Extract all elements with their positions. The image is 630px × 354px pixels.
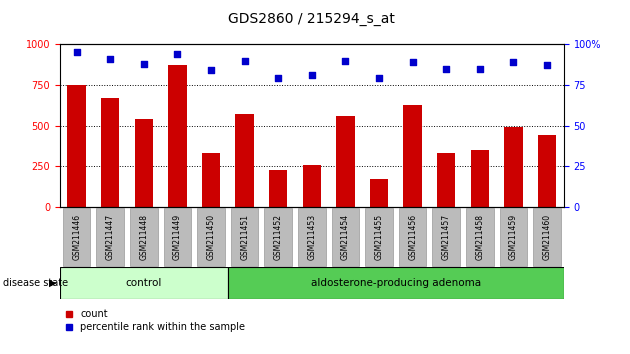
Bar (538, 136, 556, 207)
FancyBboxPatch shape (130, 208, 158, 266)
FancyBboxPatch shape (365, 208, 393, 266)
FancyBboxPatch shape (466, 208, 494, 266)
FancyBboxPatch shape (164, 208, 192, 266)
Point (475, 66, 485, 72)
Text: GSM211454: GSM211454 (341, 214, 350, 260)
FancyBboxPatch shape (60, 267, 228, 299)
FancyBboxPatch shape (432, 208, 460, 266)
FancyBboxPatch shape (331, 208, 359, 266)
Bar (504, 127, 523, 207)
Text: ▶: ▶ (49, 278, 57, 288)
Text: GSM211449: GSM211449 (173, 214, 182, 260)
Bar (101, 98, 120, 207)
Bar (168, 65, 186, 207)
Text: GSM211452: GSM211452 (274, 214, 283, 260)
Bar (236, 114, 254, 207)
FancyBboxPatch shape (96, 208, 124, 266)
Text: GSM211450: GSM211450 (207, 214, 215, 260)
Point (72, 50, 82, 55)
Text: GSM211460: GSM211460 (542, 214, 551, 260)
Bar (135, 119, 153, 207)
FancyBboxPatch shape (298, 208, 326, 266)
FancyBboxPatch shape (63, 208, 91, 266)
Legend: count, percentile rank within the sample: count, percentile rank within the sample (65, 309, 245, 332)
Text: GSM211458: GSM211458 (476, 214, 484, 260)
FancyBboxPatch shape (228, 267, 564, 299)
FancyBboxPatch shape (533, 208, 561, 266)
FancyBboxPatch shape (399, 208, 427, 266)
Text: GSM211456: GSM211456 (408, 214, 417, 260)
Point (441, 66, 451, 72)
Bar (269, 170, 287, 207)
Bar (471, 150, 489, 207)
Point (408, 59, 418, 65)
Text: GSM211453: GSM211453 (307, 214, 316, 260)
Point (340, 58, 350, 63)
Point (508, 59, 518, 65)
Text: aldosterone-producing adenoma: aldosterone-producing adenoma (311, 278, 481, 288)
Text: disease state: disease state (3, 278, 68, 288)
Point (105, 56, 115, 62)
FancyBboxPatch shape (231, 208, 258, 266)
FancyBboxPatch shape (265, 208, 292, 266)
Bar (403, 104, 422, 207)
Bar (67, 85, 86, 207)
Bar (202, 153, 220, 207)
Text: GDS2860 / 215294_s_at: GDS2860 / 215294_s_at (229, 12, 395, 27)
Text: GSM211446: GSM211446 (72, 214, 81, 260)
Text: control: control (125, 278, 162, 288)
Bar (437, 153, 455, 207)
Text: GSM211448: GSM211448 (139, 214, 148, 260)
Bar (370, 179, 388, 207)
Point (206, 68, 216, 73)
Text: GSM211459: GSM211459 (509, 214, 518, 260)
FancyBboxPatch shape (500, 208, 527, 266)
Point (273, 76, 284, 81)
Point (542, 63, 552, 68)
Text: GSM211455: GSM211455 (375, 214, 384, 260)
Bar (336, 116, 355, 207)
Text: GSM211457: GSM211457 (442, 214, 450, 260)
Point (307, 72, 317, 78)
FancyBboxPatch shape (197, 208, 225, 266)
Bar (302, 165, 321, 207)
Point (139, 61, 149, 67)
Point (173, 51, 183, 57)
Text: GSM211451: GSM211451 (240, 214, 249, 260)
Point (374, 76, 384, 81)
Text: GSM211447: GSM211447 (106, 214, 115, 260)
Point (239, 58, 249, 63)
